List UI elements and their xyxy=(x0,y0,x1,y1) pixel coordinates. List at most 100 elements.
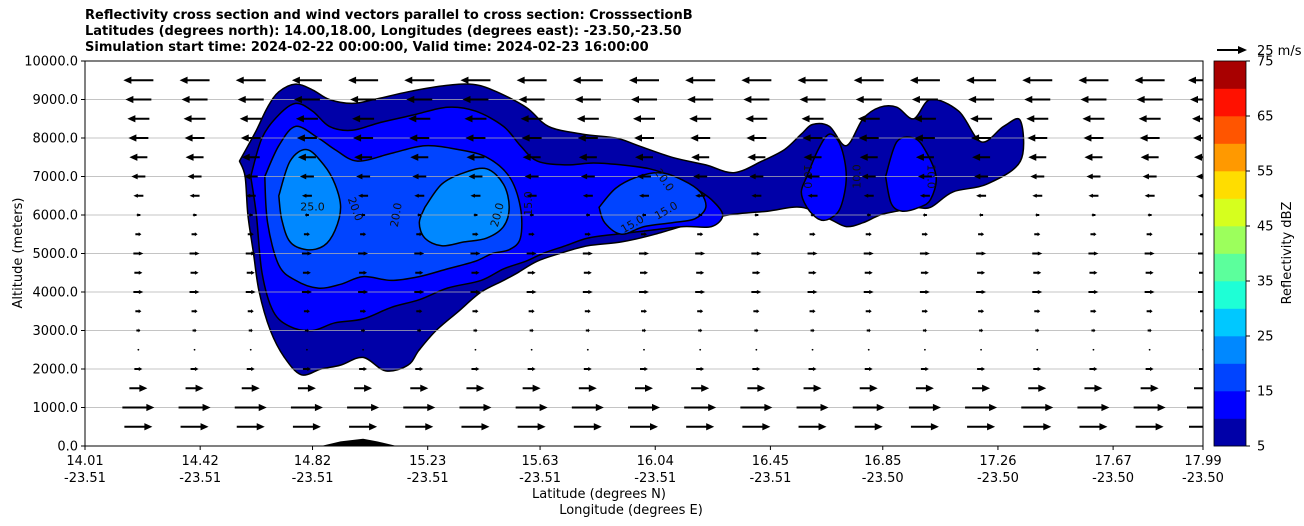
wind-vector xyxy=(1030,173,1045,180)
wind-vector xyxy=(468,173,483,180)
wind-vector xyxy=(1142,173,1157,180)
wind-vector xyxy=(968,95,995,104)
wind-vector xyxy=(810,213,815,217)
wind-vector xyxy=(1135,423,1164,431)
contour-label-3: 20.0 xyxy=(488,201,507,228)
wind-vector xyxy=(749,173,764,180)
wind-vector xyxy=(1198,291,1203,293)
wind-vector xyxy=(574,95,601,104)
wind-vector xyxy=(808,367,817,371)
chart-title: Reflectivity cross section and wind vect… xyxy=(85,8,693,56)
wind-vector xyxy=(415,270,424,275)
wind-vector xyxy=(1138,115,1161,123)
wind-vector xyxy=(863,289,874,295)
wind-vector xyxy=(474,348,477,351)
colorbar: 5 15 25 35 45 55 65 75 xyxy=(1213,55,1274,455)
wind-vector xyxy=(642,328,646,333)
wind-vector xyxy=(1139,134,1160,142)
wind-vector xyxy=(1091,328,1096,333)
wind-vector xyxy=(133,251,144,256)
terrain-layer xyxy=(321,438,397,446)
wind-vector xyxy=(641,309,647,314)
wind-vector xyxy=(180,423,209,431)
wind-vector xyxy=(1084,384,1103,392)
colorbar-label: Reflectivity dBZ xyxy=(1280,202,1295,305)
wind-vector xyxy=(578,153,597,161)
wind-vector xyxy=(584,232,591,237)
wind-vector xyxy=(124,423,153,431)
wind-vector xyxy=(1078,76,1109,84)
wind-vector xyxy=(304,213,309,217)
wind-vector xyxy=(695,251,706,256)
x-tick-label-lon-7: -23.50 xyxy=(862,471,904,486)
wind-vector xyxy=(859,384,878,392)
wind-vector xyxy=(1092,348,1095,351)
wind-vector xyxy=(807,251,818,256)
wind-vector xyxy=(752,367,761,371)
wind-vector xyxy=(249,348,252,351)
wind-vector xyxy=(358,289,369,295)
wind-vector xyxy=(1200,310,1203,313)
colorbar-segment-50 xyxy=(1214,171,1246,199)
x-tick-label-lon-5: -23.51 xyxy=(634,471,676,486)
wind-vector xyxy=(695,289,706,295)
wind-vector xyxy=(1193,134,1203,142)
x-tick-label-lat-3: 15.23 xyxy=(409,454,446,469)
wind-vector xyxy=(243,173,258,180)
wind-vector xyxy=(808,270,817,275)
wind-vector xyxy=(811,348,814,351)
wind-vector xyxy=(181,95,208,104)
wind-vector xyxy=(410,153,429,161)
wind-vector xyxy=(979,328,984,333)
colorbar-segment-45 xyxy=(1214,198,1246,227)
y-tick-label-1: 1000.0 xyxy=(33,401,79,416)
x-tick-label-lon-0: -23.51 xyxy=(64,471,106,486)
wind-vector xyxy=(293,95,320,104)
wind-vector xyxy=(978,309,985,314)
wind-vector xyxy=(1200,233,1203,236)
wind-vector xyxy=(866,328,871,333)
colorbar-tick-label-1: 15 xyxy=(1257,385,1274,400)
colorbar-tick-label-5: 55 xyxy=(1257,165,1274,180)
wind-vector xyxy=(810,328,815,333)
colorbar-segment-70 xyxy=(1214,61,1246,89)
colorbar-tick-label-4: 45 xyxy=(1257,220,1274,235)
y-tick-label-6: 6000.0 xyxy=(33,209,79,224)
wind-vector xyxy=(1147,328,1152,333)
wind-vector xyxy=(303,232,310,237)
wind-vector xyxy=(295,115,318,123)
wind-vector xyxy=(185,384,204,392)
wind-vector xyxy=(527,367,536,371)
wind-vector xyxy=(472,309,479,314)
wind-vector xyxy=(236,423,265,431)
wind-vector xyxy=(135,232,142,237)
wind-vector xyxy=(970,115,993,123)
wind-vector xyxy=(470,289,481,295)
wind-vector xyxy=(247,232,254,237)
wind-vector xyxy=(235,76,266,84)
wind-vector xyxy=(248,213,253,217)
contour-label-4: 15.0 xyxy=(522,191,535,216)
wind-vector xyxy=(693,173,708,180)
wind-vector xyxy=(353,134,374,142)
wind-vector xyxy=(1147,213,1152,217)
wind-vector xyxy=(854,423,883,431)
wind-vector xyxy=(796,403,829,412)
wind-vector xyxy=(291,76,322,84)
wind-vector xyxy=(809,232,816,237)
wind-vector xyxy=(920,367,929,371)
wind-vector xyxy=(408,115,431,123)
wind-vector xyxy=(1136,95,1163,104)
wind-vector xyxy=(237,95,264,104)
colorbar-segment-55 xyxy=(1214,143,1246,172)
wind-vector xyxy=(1190,95,1203,104)
wind-vector xyxy=(857,115,880,123)
x-tick-label-lat-6: 16.45 xyxy=(752,454,789,469)
wind-vector xyxy=(1036,348,1039,351)
wind-vector xyxy=(1090,232,1097,237)
wind-vector xyxy=(584,309,591,314)
wind-vector xyxy=(754,213,759,217)
wind-vector xyxy=(865,309,872,314)
wind-vector xyxy=(361,328,366,333)
x-tick-label-lat-7: 16.85 xyxy=(864,454,901,469)
